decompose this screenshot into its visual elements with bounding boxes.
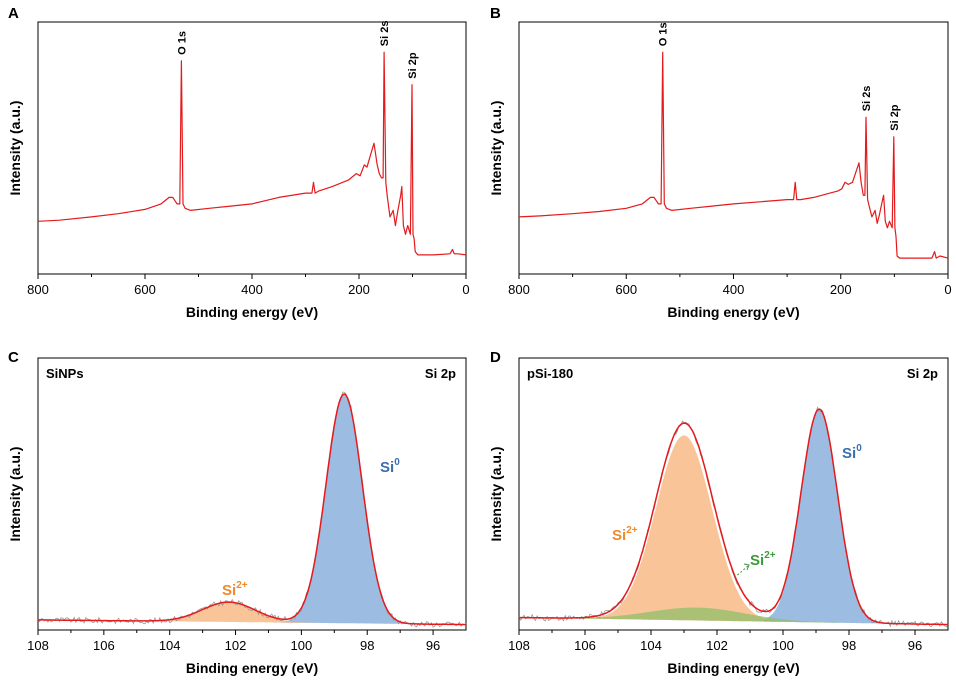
sample-label: SiNPs	[46, 366, 84, 381]
x-axis-title: Binding energy (eV)	[186, 660, 318, 676]
x-tick-label: 106	[93, 638, 115, 653]
x-tick-label: 600	[134, 282, 156, 297]
component-label: Si2+	[222, 580, 248, 599]
x-tick-label: 0	[462, 282, 469, 297]
x-tick-label: 102	[225, 638, 247, 653]
component-area-2	[519, 435, 948, 625]
component-area-2	[38, 602, 466, 625]
x-tick-label: 0	[944, 282, 951, 297]
component-label: Si0	[842, 443, 862, 462]
raw-data-line	[37, 391, 467, 628]
fit-envelope-line	[38, 393, 467, 626]
x-tick-label: 100	[772, 638, 794, 653]
plot-frame	[37, 21, 467, 275]
x-axis-title: Binding energy (eV)	[667, 304, 799, 320]
component-label: Si2+	[750, 550, 776, 569]
peak-label: O 1s	[658, 22, 670, 46]
panel-letter: A	[8, 5, 19, 22]
component-area-3	[519, 607, 948, 625]
peak-label: Si 2s	[861, 86, 873, 112]
x-tick-label: 400	[241, 282, 263, 297]
x-tick-label: 400	[723, 282, 745, 297]
x-tick-label: 108	[27, 638, 49, 653]
component-pointer	[733, 565, 749, 579]
y-axis-title: Intensity (a.u.)	[7, 447, 23, 542]
region-label: Si 2p	[425, 366, 456, 381]
panel-c: C 108 106 104 102 100 98 96 Binding energy (eV) I…	[7, 349, 467, 676]
y-axis-title: Intensity (a.u.)	[488, 101, 504, 196]
y-axis-title: Intensity (a.u.)	[488, 447, 504, 542]
survey-spectrum-line	[518, 51, 949, 259]
x-tick-label: 108	[508, 638, 530, 653]
x-axis-title: Binding energy (eV)	[186, 304, 318, 320]
component-label: Si0	[380, 457, 400, 476]
x-tick-label: 800	[508, 282, 530, 297]
x-tick-label: 600	[615, 282, 637, 297]
panel-b: B 800 600 400 200 0 Binding energy (eV) Intensi…	[488, 5, 952, 320]
x-tick-label: 104	[159, 638, 181, 653]
x-tick-label: 106	[574, 638, 596, 653]
x-tick-label: 800	[27, 282, 49, 297]
x-tick-label: 98	[360, 638, 374, 653]
plot-frame	[518, 21, 949, 275]
x-tick-label: 104	[640, 638, 662, 653]
panel-letter: D	[490, 349, 501, 366]
fit-envelope-line	[518, 408, 949, 626]
sample-label: pSi-180	[527, 366, 573, 381]
component-pointer-head	[743, 563, 750, 571]
peak-label: Si 2s	[379, 21, 391, 47]
component-label: Si2+	[612, 525, 638, 544]
component-area-1	[38, 394, 466, 625]
peak-label: O 1s	[176, 31, 188, 55]
x-tick-label: 98	[842, 638, 856, 653]
x-tick-label: 96	[426, 638, 440, 653]
y-axis-title: Intensity (a.u.)	[7, 101, 23, 196]
x-tick-label: 102	[706, 638, 728, 653]
panel-letter: B	[490, 5, 501, 22]
panel-d: D 108 106 104 102 100 98 96 Binding energy (eV) I…	[488, 349, 949, 676]
component-area-1	[519, 409, 948, 625]
x-tick-label: 200	[830, 282, 852, 297]
panel-letter: C	[8, 349, 19, 366]
panel-a: A 800 600 400 200 0 Binding energy (eV) Intensi…	[7, 5, 470, 320]
region-label: Si 2p	[907, 366, 938, 381]
x-tick-label: 200	[348, 282, 370, 297]
x-tick-label: 100	[291, 638, 313, 653]
x-axis-title: Binding energy (eV)	[667, 660, 799, 676]
peak-label: Si 2p	[889, 104, 901, 131]
x-tick-label: 96	[908, 638, 922, 653]
plot-frame	[518, 357, 949, 631]
plot-frame	[37, 357, 467, 631]
peak-label: Si 2p	[407, 52, 419, 79]
survey-spectrum-line	[37, 51, 467, 256]
